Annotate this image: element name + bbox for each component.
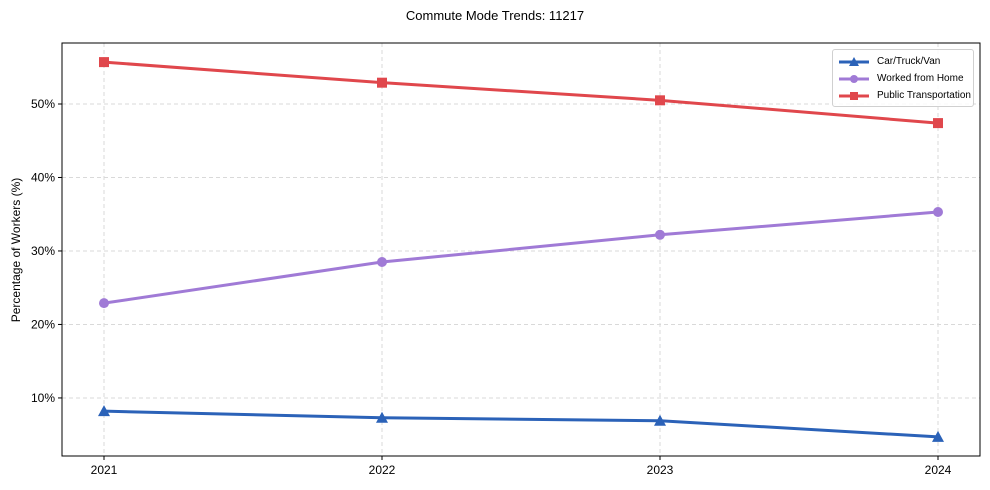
square-marker [99,57,109,68]
x-tick-label: 2022 [369,463,396,477]
series-worked-from-home [99,207,943,309]
series-line [103,409,939,439]
legend: Car/Truck/Van Worked from Home Public Tran… [832,49,974,107]
legend-item: Car/Truck/Van [839,53,967,70]
square-marker [850,91,858,100]
circle-marker-icon [839,74,869,83]
legend-item: Public Transportation [839,87,971,104]
series-public-transportation [99,57,943,129]
legend-label: Public Transportation [877,90,971,101]
circle-marker [850,74,858,83]
circle-marker [655,229,665,240]
series-car-truck-van [98,405,944,442]
triangle-marker [654,414,666,426]
series-lines [98,57,944,442]
y-tick-label: 20% [31,317,55,331]
legend-label: Worked from Home [877,73,964,84]
y-tick-label: 40% [31,170,55,184]
triangle-marker [932,430,944,442]
triangle-marker [376,411,388,423]
square-marker [377,77,387,88]
x-tick-label: 2024 [925,463,952,477]
series-line [103,60,939,125]
circle-marker [933,207,943,218]
square-marker [933,118,943,129]
legend-item: Worked from Home [839,70,967,87]
legend-label: Car/Truck/Van [877,56,941,67]
triangle-marker [849,56,859,66]
y-tick-label: 50% [31,97,55,111]
chart-title: Commute Mode Trends: 11217 [405,8,585,23]
x-tick-label: 2023 [647,463,674,477]
y-tick-label: 30% [31,244,55,258]
triangle-marker [98,405,110,417]
axis-ticks: 2021 2022 2023 2024 10% 20% 30% 40% 50% [31,97,952,477]
series-line [103,210,939,305]
grid-lines [62,43,980,456]
triangle-marker-icon [839,56,869,66]
circle-marker [377,256,387,267]
square-marker-icon [839,91,869,100]
plot-frame [61,42,981,457]
x-tick-label: 2021 [91,463,118,477]
square-marker [655,95,665,106]
y-tick-label: 10% [31,391,55,405]
circle-marker [99,298,109,309]
